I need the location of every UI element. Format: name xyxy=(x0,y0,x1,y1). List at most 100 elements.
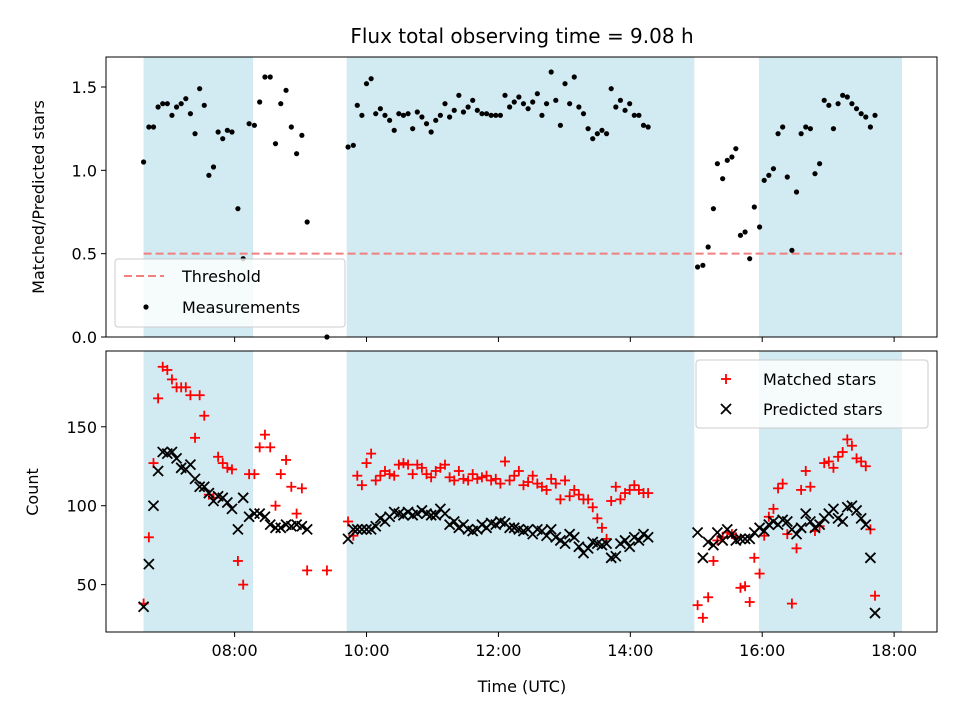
matched-marker xyxy=(786,598,797,609)
matched-marker xyxy=(624,484,635,495)
matched-marker xyxy=(403,459,414,470)
predicted-marker xyxy=(430,509,442,521)
predicted-marker-b xyxy=(347,523,359,536)
predicted-marker-b xyxy=(610,550,622,562)
measurement-point xyxy=(580,111,587,117)
predicted-marker xyxy=(739,533,751,545)
measurement-point xyxy=(553,97,559,103)
measurement-point xyxy=(405,111,411,117)
matched-marker xyxy=(601,533,612,544)
matched-marker xyxy=(823,456,834,467)
predicted-marker-b xyxy=(869,607,881,619)
measurement-point xyxy=(751,204,757,210)
measurement-point xyxy=(507,104,513,110)
measurement-point xyxy=(183,96,189,102)
measurement-point xyxy=(603,131,610,137)
predicted-marker xyxy=(347,523,359,536)
matched-marker xyxy=(476,472,487,483)
predicted-marker xyxy=(166,446,178,458)
measurement-point xyxy=(354,102,360,108)
predicted-marker-b xyxy=(393,507,405,520)
measurement-point xyxy=(246,121,252,127)
predicted-marker-b xyxy=(494,515,507,528)
predicted-marker-b xyxy=(734,533,747,545)
measurement-point xyxy=(396,111,402,117)
measurement-point xyxy=(502,92,508,98)
predicted-marker xyxy=(170,452,183,464)
measurement-point xyxy=(798,131,804,137)
predicted-marker xyxy=(711,526,724,539)
predicted-marker-b xyxy=(545,523,557,536)
measurement-point xyxy=(737,232,744,238)
predicted-marker xyxy=(226,503,238,515)
measurement-point xyxy=(543,101,550,107)
measurement-point xyxy=(710,206,717,212)
predicted-marker-b xyxy=(827,503,840,515)
predicted-marker xyxy=(744,533,756,545)
measurement-point xyxy=(835,101,841,107)
measurement-point xyxy=(294,151,300,157)
predicted-marker-b xyxy=(476,519,488,531)
predicted-marker-b xyxy=(360,523,373,536)
measurement-point xyxy=(391,127,397,133)
measurement-point xyxy=(631,112,637,118)
measurement-point xyxy=(465,104,471,110)
predicted-marker xyxy=(734,533,747,545)
predicted-marker-b xyxy=(804,515,817,528)
bottom-y-axis-label: Count xyxy=(23,468,42,516)
matched-marker xyxy=(467,469,478,480)
matched-marker xyxy=(472,473,483,484)
predicted-marker-b xyxy=(194,481,206,493)
matched-marker xyxy=(805,481,816,492)
predicted-marker xyxy=(726,528,738,540)
predicted-marker xyxy=(143,558,155,570)
matched-marker xyxy=(291,508,302,519)
predicted-marker xyxy=(296,520,308,532)
matched-marker xyxy=(222,462,233,473)
matched-marker xyxy=(486,475,497,486)
measurement-point xyxy=(705,244,711,250)
predicted-marker xyxy=(351,523,363,536)
predicted-marker-b xyxy=(175,462,187,474)
matched-marker xyxy=(199,410,210,421)
predicted-marker-b xyxy=(503,522,516,534)
measurement-point xyxy=(539,112,545,118)
matched-marker xyxy=(416,462,427,473)
bottom-y-tick-label: 50 xyxy=(77,576,97,595)
predicted-marker xyxy=(269,522,282,534)
bottom-shaded-intervals xyxy=(143,351,903,632)
measurement-point xyxy=(516,94,522,100)
matched-marker xyxy=(254,442,265,453)
bottom-legend: Matched stars Predicted stars xyxy=(695,359,929,429)
predicted-marker-b xyxy=(855,512,867,524)
measurement-point xyxy=(160,101,166,107)
matched-marker xyxy=(259,429,270,440)
predicted-marker xyxy=(194,481,206,493)
measurement-point xyxy=(447,114,453,120)
predicted-marker xyxy=(184,459,197,471)
legend-threshold-label: Threshold xyxy=(181,267,261,286)
top-panel: 0.0 0.5 1.0 1.5 Matched/Predicted stars Thr… xyxy=(29,56,938,347)
predicted-marker-b xyxy=(800,507,812,520)
bottom-x-ticks: 08:00 10:00 12:00 14:00 16:00 18:00 xyxy=(212,632,917,660)
predicted-marker xyxy=(275,522,287,534)
shade-interval xyxy=(143,351,254,632)
measurement-point xyxy=(766,172,772,178)
measurement-point xyxy=(761,177,767,183)
legend-predicted-label: Predicted stars xyxy=(763,400,883,419)
matched-marker xyxy=(463,475,474,486)
measurement-point xyxy=(622,107,628,113)
predicted-marker-b xyxy=(301,523,313,536)
predicted-marker xyxy=(248,507,261,520)
predicted-marker-b xyxy=(430,509,442,521)
predicted-marker xyxy=(137,601,150,613)
predicted-marker xyxy=(237,492,249,504)
measurement-point xyxy=(224,127,230,133)
predicted-marker-b xyxy=(439,507,451,520)
measurement-point xyxy=(858,111,864,117)
predicted-marker-b xyxy=(559,537,571,550)
bottom-plot-frame xyxy=(105,350,938,633)
matched-marker xyxy=(238,579,249,590)
matched-marker xyxy=(356,480,367,491)
matched-marker xyxy=(407,469,418,480)
